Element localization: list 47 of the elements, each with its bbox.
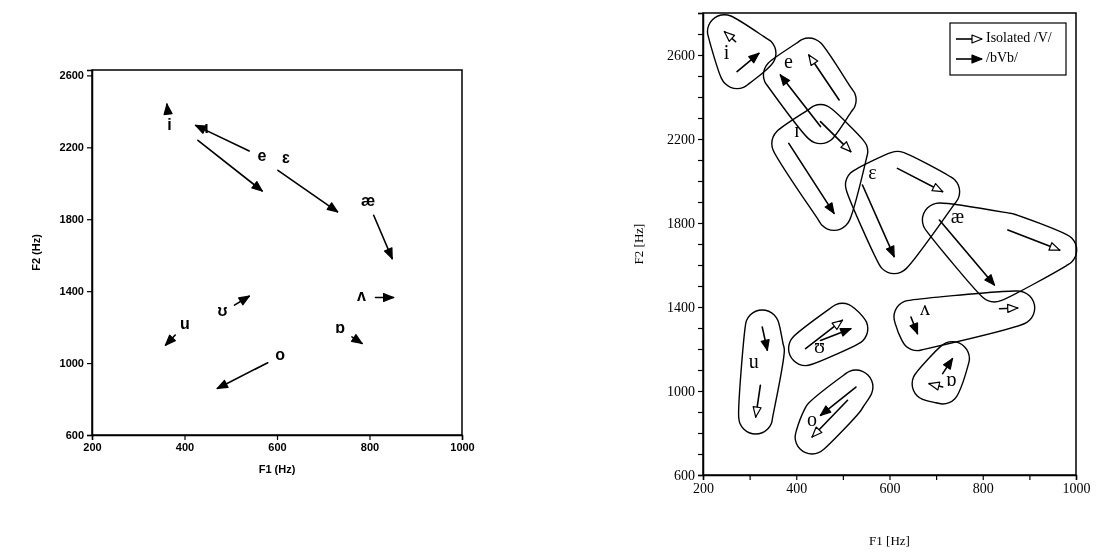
legend-label: Isolated /V/ [986,30,1052,46]
y-tick-label: 1400 [667,299,695,315]
annotation: e [783,49,793,72]
annotation: ɒ [945,367,957,390]
x-tick-label: 200 [693,480,714,496]
annotation: ɛ [281,149,290,167]
annotation: ʊ [217,302,228,320]
y-tick-label: 600 [674,467,695,483]
annotation: i [723,40,730,63]
annotation: o [275,346,286,364]
y-tick-label: 2200 [667,131,695,147]
x-tick-label: 400 [175,440,195,453]
y-axis-title: F2 [Hz] [631,223,646,265]
x-tick-label: 400 [786,480,808,496]
y-axis-title: F2 (Hz) [30,233,42,271]
annotation: ɒ [335,319,346,337]
annotation: æ [950,204,965,227]
annotation: u [748,349,759,372]
x-tick-label: 800 [360,440,380,453]
x-tick-label: 600 [879,480,901,496]
annotation: e [257,147,267,165]
y-tick-label: 1800 [667,215,695,231]
annotation: ɛ [868,160,877,183]
annotation: u [180,315,190,333]
x-tick-label: 1000 [1062,480,1091,496]
legend-label: /bVb/ [986,50,1018,66]
x-axis-title: F1 (Hz) [258,463,296,475]
y-tick-label: 1000 [59,357,84,370]
annotation: ɪ [794,118,800,141]
annotation: æ [361,192,376,210]
y-tick-label: 2600 [667,47,695,63]
annotation: ʌ [357,287,367,305]
annotation: ʊ [814,334,826,357]
x-tick-label: 1000 [450,440,475,453]
x-tick-label: 800 [972,480,994,496]
y-tick-label: 2600 [59,69,84,82]
x-tick-label: 600 [268,440,287,453]
y-tick-label: 1000 [667,383,695,399]
y-tick-label: 600 [65,429,84,442]
annotation: i [167,116,172,134]
x-tick-label: 200 [83,440,102,453]
y-tick-label: 1800 [59,213,84,226]
y-tick-label: 1400 [59,285,84,298]
x-axis-title: F1 [Hz] [869,533,910,548]
annotation: ʌ [919,296,930,319]
y-tick-label: 2200 [59,141,84,154]
annotation: o [807,407,818,430]
